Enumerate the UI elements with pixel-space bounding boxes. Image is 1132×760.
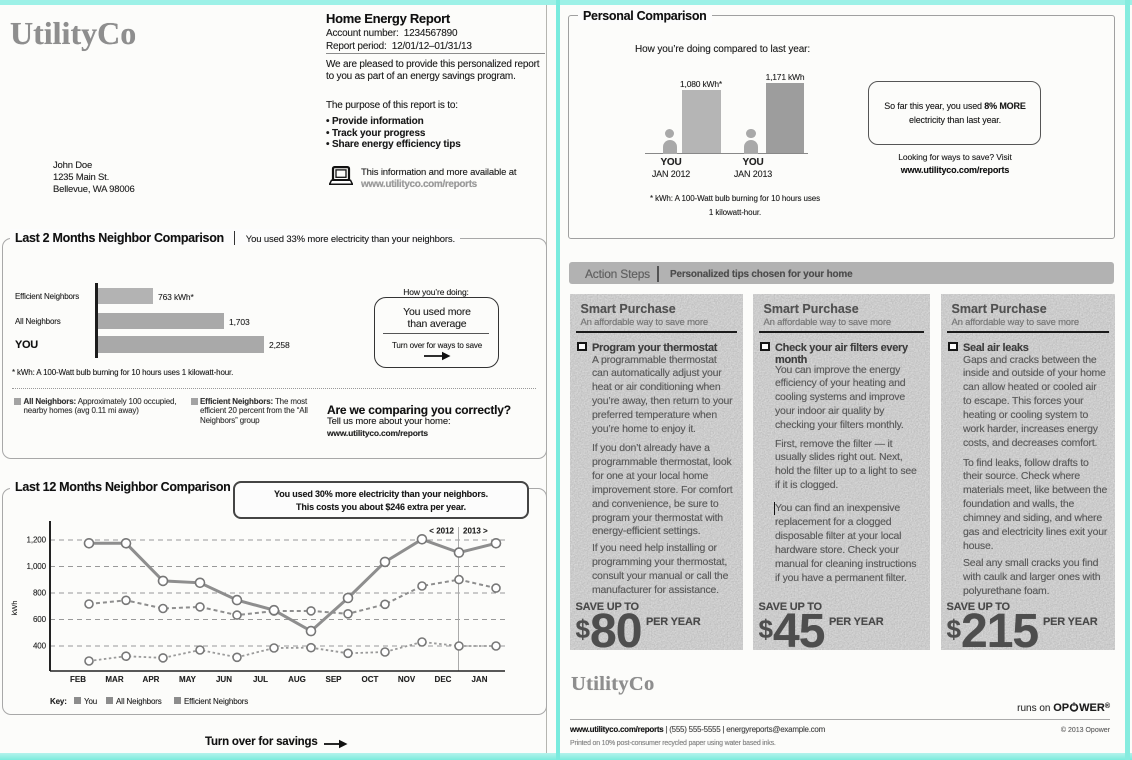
svg-text:1,200: 1,200 bbox=[26, 536, 46, 545]
svg-text:800: 800 bbox=[33, 589, 47, 598]
svg-text:SEP: SEP bbox=[325, 675, 342, 684]
svg-text:JAN: JAN bbox=[471, 675, 487, 684]
svg-text:kWh: kWh bbox=[10, 601, 19, 616]
svg-text:FEB: FEB bbox=[70, 675, 86, 684]
svg-text:OCT: OCT bbox=[362, 675, 379, 684]
svg-text:600: 600 bbox=[33, 615, 47, 624]
svg-text:APR: APR bbox=[143, 675, 160, 684]
svg-text:2013 >: 2013 > bbox=[463, 527, 488, 536]
svg-text:AUG: AUG bbox=[288, 675, 306, 684]
svg-text:< 2012: < 2012 bbox=[429, 527, 454, 536]
svg-text:DEC: DEC bbox=[435, 675, 452, 684]
svg-text:MAY: MAY bbox=[179, 675, 197, 684]
svg-text:MAR: MAR bbox=[105, 675, 123, 684]
svg-text:JUN: JUN bbox=[216, 675, 232, 684]
svg-text:400: 400 bbox=[33, 642, 47, 651]
svg-text:1,000: 1,000 bbox=[26, 562, 46, 571]
svg-text:NOV: NOV bbox=[398, 675, 416, 684]
svg-text:JUL: JUL bbox=[253, 675, 268, 684]
